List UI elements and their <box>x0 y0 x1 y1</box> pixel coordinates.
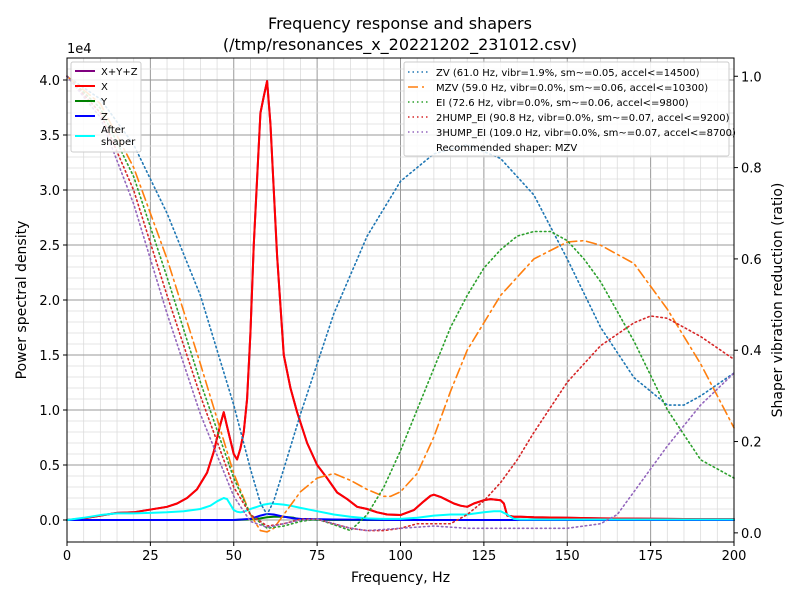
x-tick-label: 75 <box>309 549 326 564</box>
y-tick-label: 1.5 <box>39 349 60 364</box>
psd-legend-label: After shaper <box>101 125 136 148</box>
y2-tick-label: 0.4 <box>741 344 762 359</box>
y2-tick-label: 0.8 <box>741 162 762 177</box>
psd-legend-label: X+Y+Z <box>101 67 138 78</box>
recommended-shaper-text: Recommended shaper: MZV <box>436 143 577 154</box>
x-tick-label: 100 <box>388 549 413 564</box>
y2-tick-label: 0.6 <box>741 253 762 268</box>
psd-legend-label: Z <box>101 112 108 123</box>
chart-title-line1: Frequency response and shapers <box>268 14 532 33</box>
psd-lines <box>66 80 735 521</box>
psd-legend: X+Y+Z XYZ After shaper <box>70 61 142 153</box>
psd-legend-label: X <box>101 82 108 93</box>
shaper-legend-label: ZV (61.0 Hz, vibr=1.9%, sm~=0.05, accel<… <box>436 68 700 79</box>
x-tick-label: 0 <box>63 549 71 564</box>
shaper-3hump-ei-line <box>66 75 735 532</box>
shaper-mzv-line <box>66 75 735 533</box>
y-tick-label: 4.0 <box>39 74 60 89</box>
y2-tick-label: 0.0 <box>741 527 762 542</box>
y2-tick-label: 1.0 <box>741 70 762 85</box>
psd-legend-label-line: shaper <box>101 137 136 148</box>
y-tick-label: 0.0 <box>39 514 60 529</box>
psd-legend-label: Y <box>100 97 108 108</box>
y-tick-label: 2.0 <box>39 294 60 309</box>
shaper-ei-line <box>66 75 735 532</box>
x-tick-label: 175 <box>638 549 663 564</box>
y2-axis-label: Shaper vibration reduction (ratio) <box>770 183 786 418</box>
shaper-zv-line <box>66 75 735 516</box>
shaper-legend-box <box>403 61 730 157</box>
shaper-lines <box>66 75 735 533</box>
y-axis-offset-text: 1e4 <box>67 42 92 57</box>
y-tick-label: 1.0 <box>39 404 60 419</box>
y-tick-label: 0.5 <box>39 459 60 474</box>
psd-legend-label-line: After <box>101 125 126 136</box>
shaper-legend: ZV (61.0 Hz, vibr=1.9%, sm~=0.05, accel<… <box>403 61 736 157</box>
chart-title-line2: (/tmp/resonances_x_20221202_231012.csv) <box>223 35 577 55</box>
x-tick-label: 200 <box>722 549 747 564</box>
y-tick-label: 3.0 <box>39 184 60 199</box>
psd-legend-box <box>70 61 142 153</box>
y2-tick-label: 0.2 <box>741 436 762 451</box>
psd-x-line <box>66 80 735 521</box>
y-axis-label: Power spectral density <box>14 221 30 380</box>
shaper-legend-label: MZV (59.0 Hz, vibr=0.0%, sm~=0.06, accel… <box>436 83 708 94</box>
shaper-legend-label: EI (72.6 Hz, vibr=0.0%, sm~=0.06, accel<… <box>436 98 689 109</box>
axis-ticks: 0 25 50 75 100 125 150 175 200 0.0 0.5 1.0 1.5 2.0 2.5… <box>39 70 761 564</box>
x-tick-label: 150 <box>555 549 580 564</box>
x-tick-label: 25 <box>142 549 159 564</box>
y-tick-label: 2.5 <box>39 239 60 254</box>
y-tick-label: 3.5 <box>39 129 60 144</box>
x-tick-label: 50 <box>225 549 242 564</box>
shaper-legend-label: 3HUMP_EI (109.0 Hz, vibr=0.0%, sm~=0.07,… <box>436 128 736 139</box>
x-axis-label: Frequency, Hz <box>351 570 450 586</box>
psd-z-line <box>66 512 735 521</box>
shaper-legend-label: 2HUMP_EI (90.8 Hz, vibr=0.0%, sm~=0.07, … <box>436 113 730 124</box>
x-tick-label: 125 <box>471 549 496 564</box>
